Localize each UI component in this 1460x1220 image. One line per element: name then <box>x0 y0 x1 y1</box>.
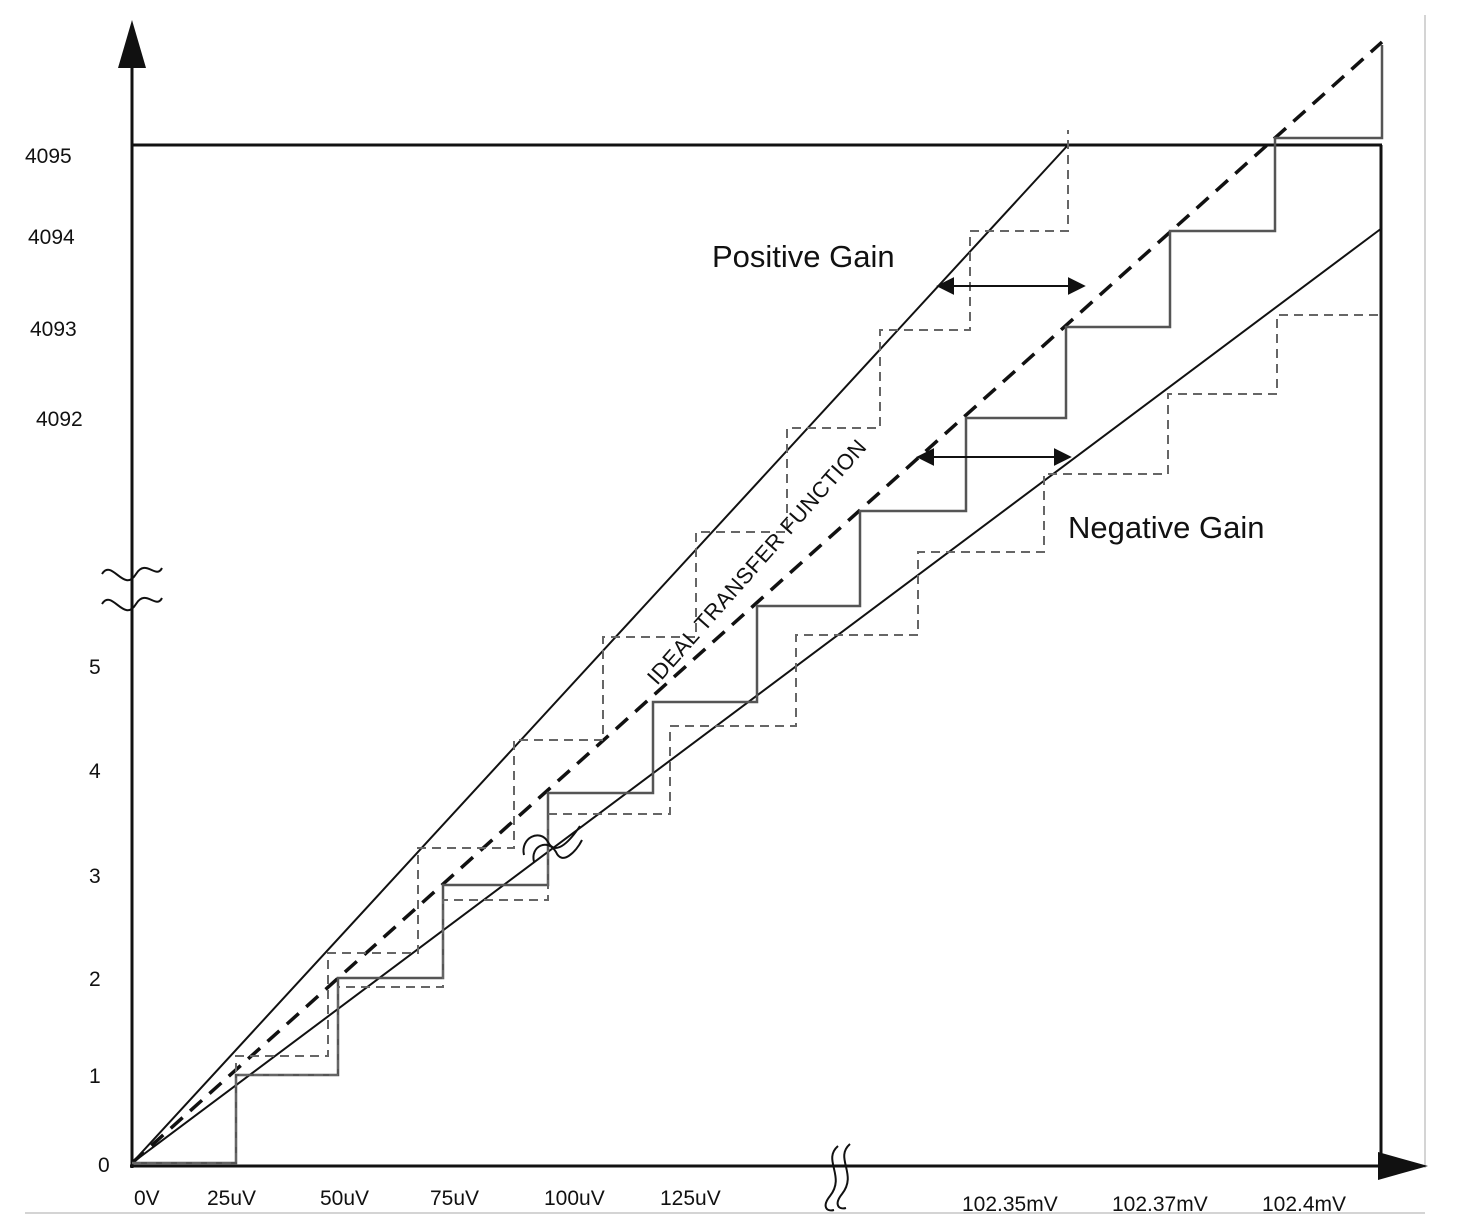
x-tick-label: 102.35mV <box>962 1193 1058 1216</box>
y-tick-label: 2 <box>89 968 101 991</box>
x-tick-label: 50uV <box>320 1187 369 1210</box>
positive-gain-staircase <box>132 130 1069 1164</box>
x-tick-label: 102.4mV <box>1262 1193 1346 1216</box>
ideal-transfer-line <box>130 40 1384 1165</box>
x-tick-label: 25uV <box>207 1187 256 1210</box>
y-tick-label: 4092 <box>36 408 83 431</box>
y-tick-label: 1 <box>89 1065 101 1088</box>
x-tick-label: 100uV <box>544 1187 605 1210</box>
x-axis-break-icon <box>824 1143 851 1212</box>
y-tick-label: 4 <box>89 760 101 783</box>
negative-gain-staircase <box>132 314 1382 1164</box>
y-axis-arrow <box>118 20 146 68</box>
x-tick-label: 125uV <box>660 1187 721 1210</box>
x-tick-label: 102.37mV <box>1112 1193 1208 1216</box>
x-tick-label: 75uV <box>430 1187 479 1210</box>
y-axis-break-icon <box>101 567 163 612</box>
ideal-staircase <box>132 45 1384 1165</box>
y-tick-label: 4093 <box>30 318 77 341</box>
x-axis-arrow <box>1378 1152 1428 1180</box>
y-tick-label: 4095 <box>25 145 72 168</box>
y-tick-label: 3 <box>89 865 101 888</box>
y-tick-label: 4094 <box>28 226 75 249</box>
y-tick-label: 0 <box>98 1154 110 1177</box>
staircase-break-icon <box>522 825 583 863</box>
positive-gain-line <box>131 144 1069 1164</box>
x-tick-label: 0V <box>134 1187 160 1210</box>
y-tick-label: 5 <box>89 656 101 679</box>
positive-gain-label: Positive Gain <box>712 239 895 274</box>
negative-gain-label: Negative Gain <box>1068 510 1264 545</box>
